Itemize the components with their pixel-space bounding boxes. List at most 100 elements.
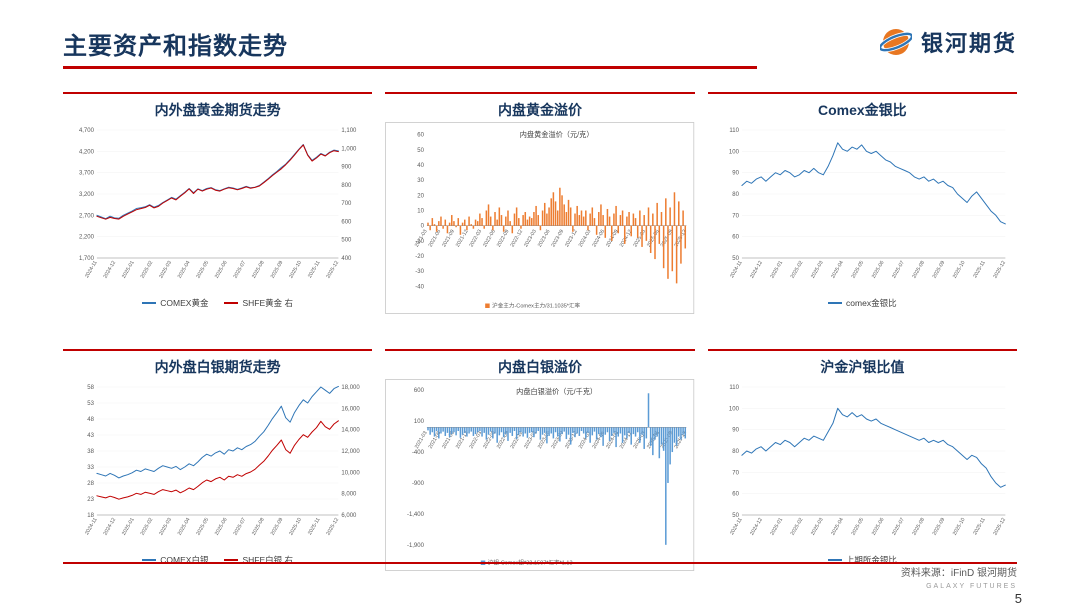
- svg-text:2024-12: 2024-12: [103, 260, 118, 280]
- svg-text:16,000: 16,000: [341, 406, 360, 412]
- svg-text:60: 60: [418, 133, 425, 139]
- legend-label: SHFE白银 右: [242, 555, 294, 565]
- svg-text:2025-03: 2025-03: [158, 517, 173, 537]
- svg-text:6,000: 6,000: [341, 513, 357, 519]
- source-subtext: GALAXY FUTURES: [926, 583, 1017, 590]
- svg-text:23: 23: [87, 497, 94, 503]
- svg-text:100: 100: [729, 406, 740, 412]
- svg-text:60: 60: [732, 235, 739, 241]
- svg-text:18,000: 18,000: [341, 385, 360, 391]
- svg-text:500: 500: [341, 238, 352, 244]
- svg-text:2025-08: 2025-08: [251, 517, 266, 537]
- legend-marker: [224, 302, 239, 304]
- svg-text:2025-12: 2025-12: [325, 517, 340, 537]
- svg-text:600: 600: [341, 219, 352, 225]
- svg-text:400: 400: [341, 256, 352, 262]
- svg-text:2025-06: 2025-06: [214, 517, 229, 537]
- svg-text:14,000: 14,000: [341, 428, 360, 434]
- legend-marker: [827, 559, 842, 561]
- svg-text:30: 30: [418, 178, 425, 184]
- svg-text:-10: -10: [416, 239, 425, 245]
- svg-text:-20: -20: [416, 254, 425, 260]
- panel-gold-futures: 内外盘黄金期货走势 1,700 2,200 2,700 3,200 3,700 4,200…: [63, 92, 373, 327]
- page-number: 5: [1014, 591, 1022, 606]
- svg-text:2025-01: 2025-01: [121, 517, 136, 537]
- silver-premium-chart: -1,900-1,400-900-4001006002021-032021-06…: [385, 379, 695, 571]
- svg-text:58: 58: [87, 385, 94, 391]
- svg-text:2025-02: 2025-02: [140, 517, 155, 537]
- svg-text:沪金主力-Comex主力/31.1035*汇率: 沪金主力-Comex主力/31.1035*汇率: [492, 301, 580, 309]
- svg-text:2025-04: 2025-04: [830, 517, 845, 537]
- footer-divider: [63, 562, 1017, 564]
- chart-title: 内盘白银溢价: [497, 359, 582, 375]
- chart-legend: [385, 574, 694, 584]
- legend-marker: [224, 559, 239, 561]
- charts-grid: 内外盘黄金期货走势 1,700 2,200 2,700 3,200 3,700 4,200…: [63, 92, 1017, 584]
- legend-marker: [142, 302, 157, 304]
- galaxy-futures-logo: 银河期货: [879, 26, 1017, 58]
- title-divider: [63, 66, 757, 69]
- svg-text:2025-08: 2025-08: [911, 260, 926, 280]
- svg-text:50: 50: [418, 148, 425, 154]
- svg-text:40: 40: [418, 163, 425, 169]
- svg-text:2025-05: 2025-05: [195, 517, 210, 537]
- legend-label: SHFE黄金 右: [242, 298, 294, 308]
- panel-silver-premium: 内盘白银溢价 -1,900 -1,400 -900 -400 100 600 2021-03…: [385, 349, 695, 584]
- svg-text:2024-11: 2024-11: [729, 260, 744, 279]
- svg-text:内盘黄金溢价（元/克）: 内盘黄金溢价（元/克）: [520, 130, 594, 139]
- svg-text:10: 10: [418, 208, 425, 214]
- svg-text:2025-02: 2025-02: [789, 260, 804, 280]
- legend-label: COMEX黄金: [160, 298, 209, 308]
- svg-text:1,000: 1,000: [341, 146, 357, 152]
- svg-text:2025-07: 2025-07: [233, 260, 248, 280]
- legend-item: 上期所金银比: [827, 554, 897, 566]
- svg-text:2025-10: 2025-10: [288, 517, 303, 537]
- svg-text:2024-11: 2024-11: [84, 517, 99, 536]
- legend-item: SHFE白银 右: [224, 554, 293, 566]
- svg-text:-1,400: -1,400: [407, 512, 425, 518]
- svg-text:2025-09: 2025-09: [270, 517, 285, 537]
- svg-text:2025-04: 2025-04: [177, 517, 192, 537]
- svg-text:50: 50: [732, 513, 739, 519]
- logo-text: 银河期货: [920, 31, 1017, 56]
- legend-item: COMEX白银: [142, 554, 208, 566]
- svg-text:2025-11: 2025-11: [972, 517, 987, 536]
- svg-text:2,200: 2,200: [79, 235, 95, 241]
- svg-text:80: 80: [732, 449, 739, 455]
- svg-text:2025-10: 2025-10: [288, 260, 303, 280]
- svg-text:2025-06: 2025-06: [871, 260, 886, 280]
- svg-text:2025-02: 2025-02: [789, 517, 804, 537]
- galaxy-globe-icon: [879, 29, 912, 55]
- svg-text:90: 90: [732, 428, 739, 434]
- svg-text:2025-03: 2025-03: [810, 517, 825, 537]
- svg-text:100: 100: [414, 419, 425, 425]
- svg-text:2025-09: 2025-09: [931, 260, 946, 280]
- svg-text:-30: -30: [416, 269, 425, 275]
- panel-shfe-ratio: 沪金沪银比值 50 60 70 80 90 100 110 2024-11 2024-12 202…: [707, 349, 1017, 584]
- gold-futures-chart: 1,700 2,200 2,700 3,200 3,700 4,200 4,700 400 50…: [79, 128, 357, 280]
- svg-text:1,100: 1,100: [341, 128, 357, 134]
- chart-legend: COMEX白银 SHFE白银 右: [63, 554, 372, 566]
- svg-text:2025-04: 2025-04: [177, 260, 192, 280]
- chart-title: 内外盘黄金期货走势: [154, 102, 281, 118]
- svg-text:110: 110: [729, 385, 739, 391]
- legend-label: comex金银比: [846, 298, 897, 308]
- svg-text:18: 18: [87, 513, 94, 519]
- panel-comex-ratio: Comex金银比 50 60 70 80 90 100 110 2024-11 2024-12 2…: [707, 92, 1017, 327]
- svg-text:2025-09: 2025-09: [931, 517, 946, 537]
- source-text: 资料来源：iFinD 银河期货: [900, 568, 1017, 579]
- svg-text:80: 80: [732, 192, 739, 198]
- legend-marker: [142, 559, 157, 561]
- svg-text:0: 0: [421, 224, 425, 230]
- svg-text:53: 53: [87, 401, 94, 407]
- svg-text:2025-10: 2025-10: [952, 517, 967, 537]
- svg-text:60: 60: [732, 492, 739, 498]
- svg-text:100: 100: [729, 149, 740, 155]
- svg-text:8,000: 8,000: [341, 492, 357, 498]
- svg-text:2025-07: 2025-07: [891, 517, 906, 537]
- svg-text:2025-01: 2025-01: [769, 517, 784, 537]
- shfe-gold-silver-ratio-chart: 50 60 70 80 90 100 110 2024-11 2024-12 2025-01 202…: [729, 385, 1007, 537]
- silver-futures-chart: 18 23 28 33 38 43 48 53 58 6,000 8,000 10,000 12,000…: [84, 385, 360, 537]
- legend-marker: [828, 302, 843, 304]
- svg-text:-900: -900: [412, 481, 425, 487]
